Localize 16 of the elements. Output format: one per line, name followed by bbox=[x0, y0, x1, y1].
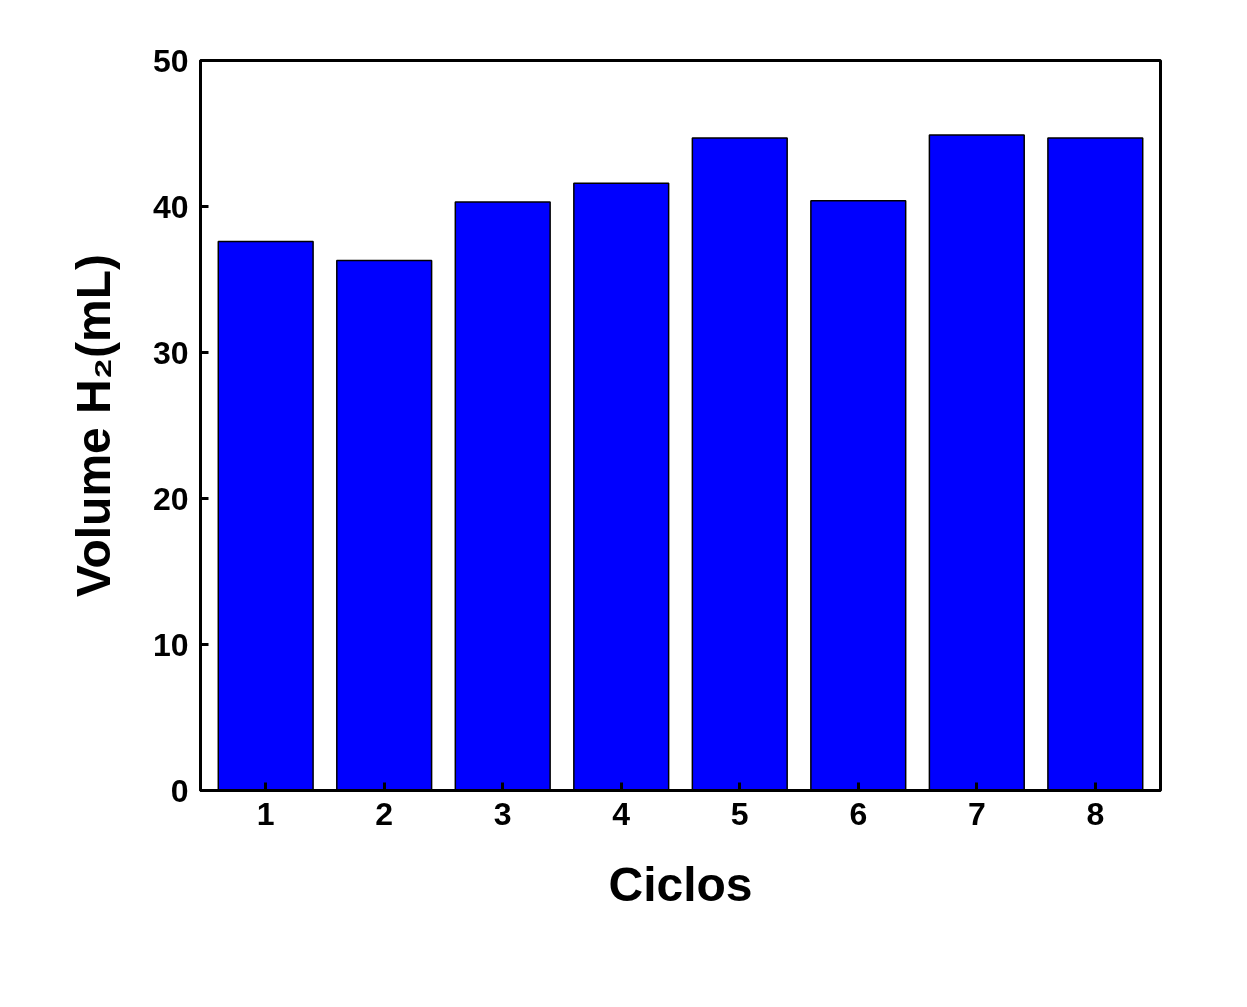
x-tick-label: 1 bbox=[256, 795, 275, 832]
x-tick-label: 7 bbox=[967, 795, 986, 832]
x-tick-label: 2 bbox=[375, 795, 394, 832]
x-axis-title: Ciclos bbox=[608, 857, 753, 911]
y-tick-label: 0 bbox=[170, 772, 189, 809]
x-tick-label: 3 bbox=[493, 795, 512, 832]
y-tick-label: 30 bbox=[152, 334, 189, 371]
y-tick-label: 50 bbox=[152, 42, 189, 79]
y-axis-title: Volume H₂(mL) bbox=[66, 253, 120, 598]
x-tick-label: 5 bbox=[730, 795, 749, 832]
y-tick-label: 20 bbox=[152, 480, 189, 517]
x-tick-label: 8 bbox=[1086, 795, 1105, 832]
y-tick-label: 10 bbox=[152, 626, 189, 663]
x-tick-label: 4 bbox=[612, 795, 631, 832]
x-tick-label: 6 bbox=[849, 795, 868, 832]
y-tick-label: 40 bbox=[152, 188, 189, 225]
